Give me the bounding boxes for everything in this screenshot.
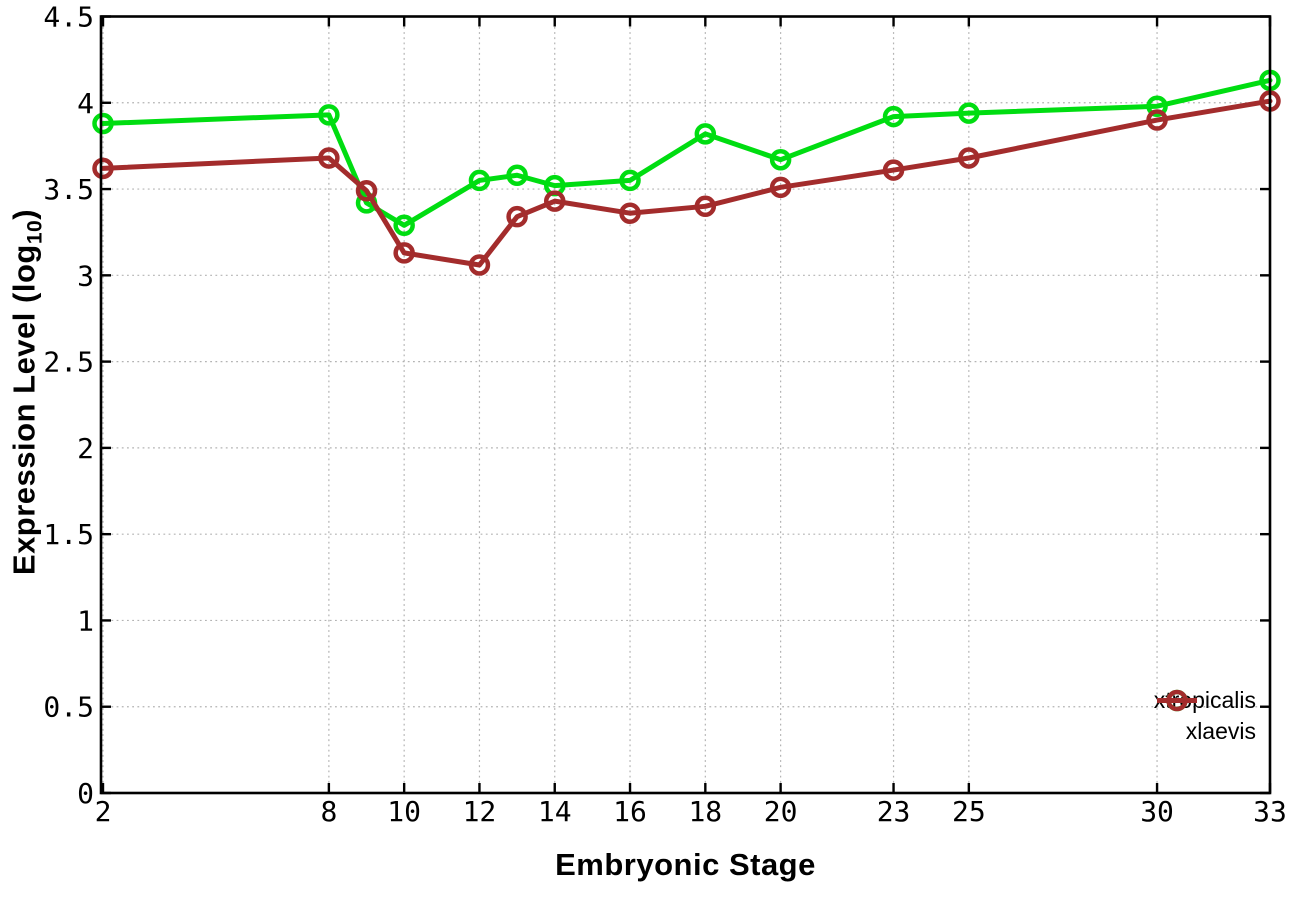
x-tick-label: 14 [538,795,572,828]
x-tick-label: 20 [764,795,798,828]
xtropicalis-data-point [506,164,528,187]
xlaevis-marker-icon [1156,689,1197,712]
xtropicalis-data-point [694,123,717,145]
y-tick-label: 3 [77,259,94,292]
plot-border [99,15,1272,795]
xlaevis-data-point [506,205,528,228]
xlaevis-data-point [694,195,717,218]
axis-ticks [101,15,1272,795]
xlaevis-data-point [769,176,792,199]
xtropicalis-data-point [619,169,641,192]
y-axis-title-subscript: 10 [23,219,47,245]
xtropicalis-data-point [393,214,415,237]
y-axis-title-close: ) [6,208,42,220]
xtropicalis-data-point [1146,95,1168,117]
series-xtropicalis [92,69,1281,237]
legend-label-xlaevis: xlaevis [1185,718,1256,744]
y-tick-label: 2 [77,432,94,465]
x-tick-label: 23 [877,795,911,828]
y-tick-label: 0 [77,777,94,810]
legend: xtropicalis xlaevis [1154,686,1256,746]
x-tick-label: 16 [613,795,647,828]
xtropicalis-data-point [958,102,980,124]
xlaevis-data-point [92,157,114,180]
xtropicalis-data-point [882,105,905,128]
gridlines [101,16,1271,793]
xlaevis-data-point [355,180,378,202]
y-tick-label: 3.5 [43,173,94,206]
xtropicalis-data-point [92,112,114,135]
x-tick-label: 33 [1253,795,1287,828]
xlaevis-data-point [318,147,340,169]
x-tick-label: 18 [688,795,722,828]
xtropicalis-data-point [468,169,491,192]
series-lines [92,69,1281,276]
series-xlaevis [92,90,1281,276]
xlaevis-data-point [882,159,905,181]
x-axis-title: Embryonic Stage [555,847,816,882]
tick-labels: 0 0.5 1 1.5 2 2.5 3 3.5 4 4.5 2 8 10 12 14 16 18 20 23 25 30… [43,1,1286,829]
x-tick-label: 25 [952,795,986,828]
xlaevis-data-point [468,254,491,276]
x-tick-label: 8 [320,795,337,828]
xlaevis-data-point [393,242,415,264]
x-tick-label: 2 [95,795,112,828]
y-tick-label: 0.5 [43,691,94,724]
y-tick-label: 4 [77,87,94,120]
y-axis-title-text: Expression Level (log [6,244,42,576]
y-axis-title: Expression Level (log10) [6,209,47,575]
xlaevis-data-point [958,147,980,169]
legend-row-xlaevis: xlaevis [1154,689,1256,746]
xlaevis-data-point [1146,109,1168,131]
y-tick-label: 2.5 [43,346,94,379]
xlaevis-data-point [619,202,641,224]
x-tick-label: 30 [1140,795,1174,828]
y-tick-label: 4.5 [43,1,94,34]
y-tick-label: 1.5 [43,518,94,551]
x-tick-label: 12 [463,795,497,828]
x-tick-label: 10 [387,795,421,828]
xtropicalis-data-point [318,104,340,126]
xlaevis-data-point [543,190,566,212]
xtropicalis-data-point [769,148,792,171]
y-tick-label: 1 [77,604,94,637]
